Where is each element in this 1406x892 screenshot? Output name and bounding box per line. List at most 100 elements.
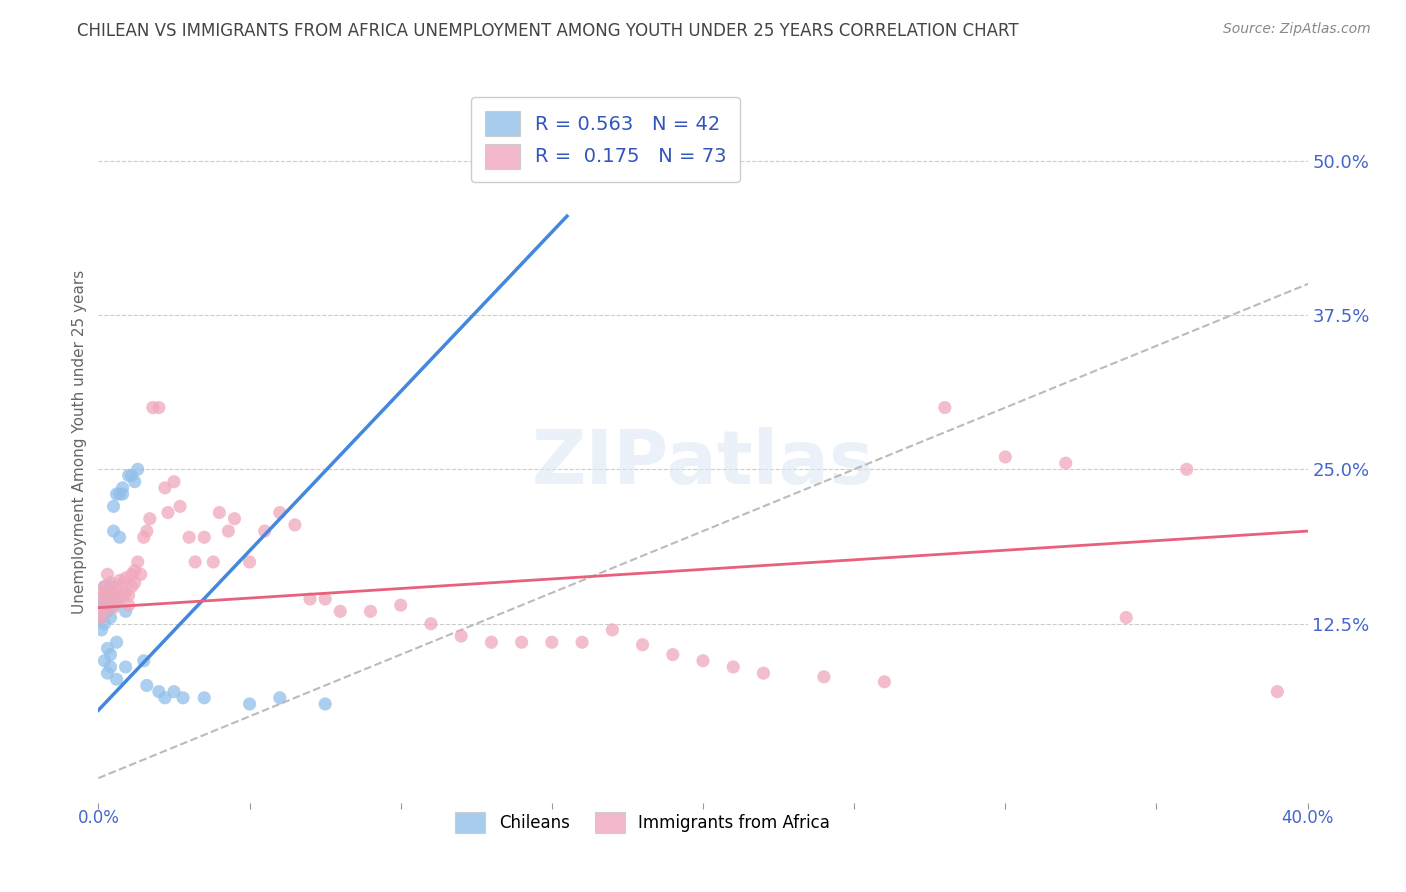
Point bbox=[124, 564, 146, 578]
Point bbox=[114, 660, 136, 674]
Point bbox=[269, 690, 291, 705]
Point bbox=[108, 487, 131, 501]
Point bbox=[93, 598, 115, 612]
Point bbox=[105, 635, 128, 649]
Point bbox=[329, 604, 352, 618]
Point bbox=[360, 604, 382, 618]
Point bbox=[93, 654, 115, 668]
Point bbox=[103, 524, 125, 538]
Point bbox=[148, 684, 170, 698]
Point bbox=[90, 610, 112, 624]
Point bbox=[1175, 462, 1198, 476]
Point bbox=[420, 616, 443, 631]
Point bbox=[602, 623, 624, 637]
Point bbox=[121, 567, 143, 582]
Point bbox=[873, 674, 896, 689]
Point bbox=[127, 555, 149, 569]
Point bbox=[111, 487, 134, 501]
Text: 40.0%: 40.0% bbox=[1281, 809, 1334, 827]
Point bbox=[121, 468, 143, 483]
Y-axis label: Unemployment Among Youth under 25 years: Unemployment Among Youth under 25 years bbox=[72, 269, 87, 614]
Point bbox=[253, 524, 276, 538]
Point bbox=[111, 481, 134, 495]
Point bbox=[132, 654, 155, 668]
Point bbox=[184, 555, 207, 569]
Point bbox=[239, 555, 262, 569]
Point bbox=[571, 635, 593, 649]
Point bbox=[193, 530, 215, 544]
Point bbox=[105, 487, 128, 501]
Point bbox=[692, 654, 714, 668]
Point bbox=[96, 592, 118, 607]
Point bbox=[105, 592, 128, 607]
Point bbox=[105, 673, 128, 687]
Point bbox=[103, 598, 125, 612]
Text: 0.0%: 0.0% bbox=[77, 809, 120, 827]
Point bbox=[100, 610, 122, 624]
Legend: Chileans, Immigrants from Africa: Chileans, Immigrants from Africa bbox=[447, 804, 838, 841]
Point bbox=[90, 610, 112, 624]
Point bbox=[661, 648, 683, 662]
Point bbox=[540, 635, 562, 649]
Point bbox=[813, 670, 835, 684]
Point bbox=[153, 690, 176, 705]
Point bbox=[132, 530, 155, 544]
Point bbox=[100, 660, 122, 674]
Point bbox=[121, 580, 143, 594]
Point bbox=[172, 690, 194, 705]
Point bbox=[299, 592, 322, 607]
Point bbox=[124, 576, 146, 591]
Point bbox=[90, 598, 112, 612]
Point bbox=[481, 635, 503, 649]
Point bbox=[100, 592, 122, 607]
Point bbox=[111, 576, 134, 591]
Point bbox=[100, 648, 122, 662]
Point bbox=[179, 530, 201, 544]
Point bbox=[314, 697, 336, 711]
Point bbox=[163, 475, 186, 489]
Point bbox=[934, 401, 956, 415]
Point bbox=[100, 576, 122, 591]
Point bbox=[284, 517, 307, 532]
Point bbox=[118, 468, 141, 483]
Point bbox=[103, 586, 125, 600]
Point bbox=[314, 592, 336, 607]
Point bbox=[114, 604, 136, 618]
Point bbox=[153, 481, 176, 495]
Point bbox=[450, 629, 472, 643]
Point bbox=[118, 588, 141, 602]
Point bbox=[96, 588, 118, 602]
Point bbox=[1267, 684, 1289, 698]
Point bbox=[202, 555, 225, 569]
Point bbox=[105, 580, 128, 594]
Point bbox=[90, 592, 112, 607]
Point bbox=[139, 512, 162, 526]
Point bbox=[129, 567, 152, 582]
Point bbox=[142, 401, 165, 415]
Point bbox=[127, 462, 149, 476]
Point bbox=[93, 580, 115, 594]
Text: Source: ZipAtlas.com: Source: ZipAtlas.com bbox=[1223, 22, 1371, 37]
Point bbox=[631, 638, 654, 652]
Point bbox=[217, 524, 239, 538]
Point bbox=[90, 623, 112, 637]
Point bbox=[103, 500, 125, 514]
Point bbox=[269, 506, 291, 520]
Point bbox=[93, 604, 115, 618]
Point bbox=[96, 567, 118, 582]
Point bbox=[118, 598, 141, 612]
Point bbox=[135, 524, 157, 538]
Point bbox=[224, 512, 246, 526]
Point bbox=[239, 697, 262, 711]
Point bbox=[114, 571, 136, 585]
Point bbox=[510, 635, 533, 649]
Point bbox=[108, 592, 131, 607]
Point bbox=[103, 600, 125, 615]
Point bbox=[752, 666, 775, 681]
Point bbox=[96, 604, 118, 618]
Point bbox=[90, 586, 112, 600]
Point bbox=[93, 588, 115, 602]
Point bbox=[135, 678, 157, 692]
Text: ZIPatlas: ZIPatlas bbox=[531, 426, 875, 500]
Point bbox=[96, 666, 118, 681]
